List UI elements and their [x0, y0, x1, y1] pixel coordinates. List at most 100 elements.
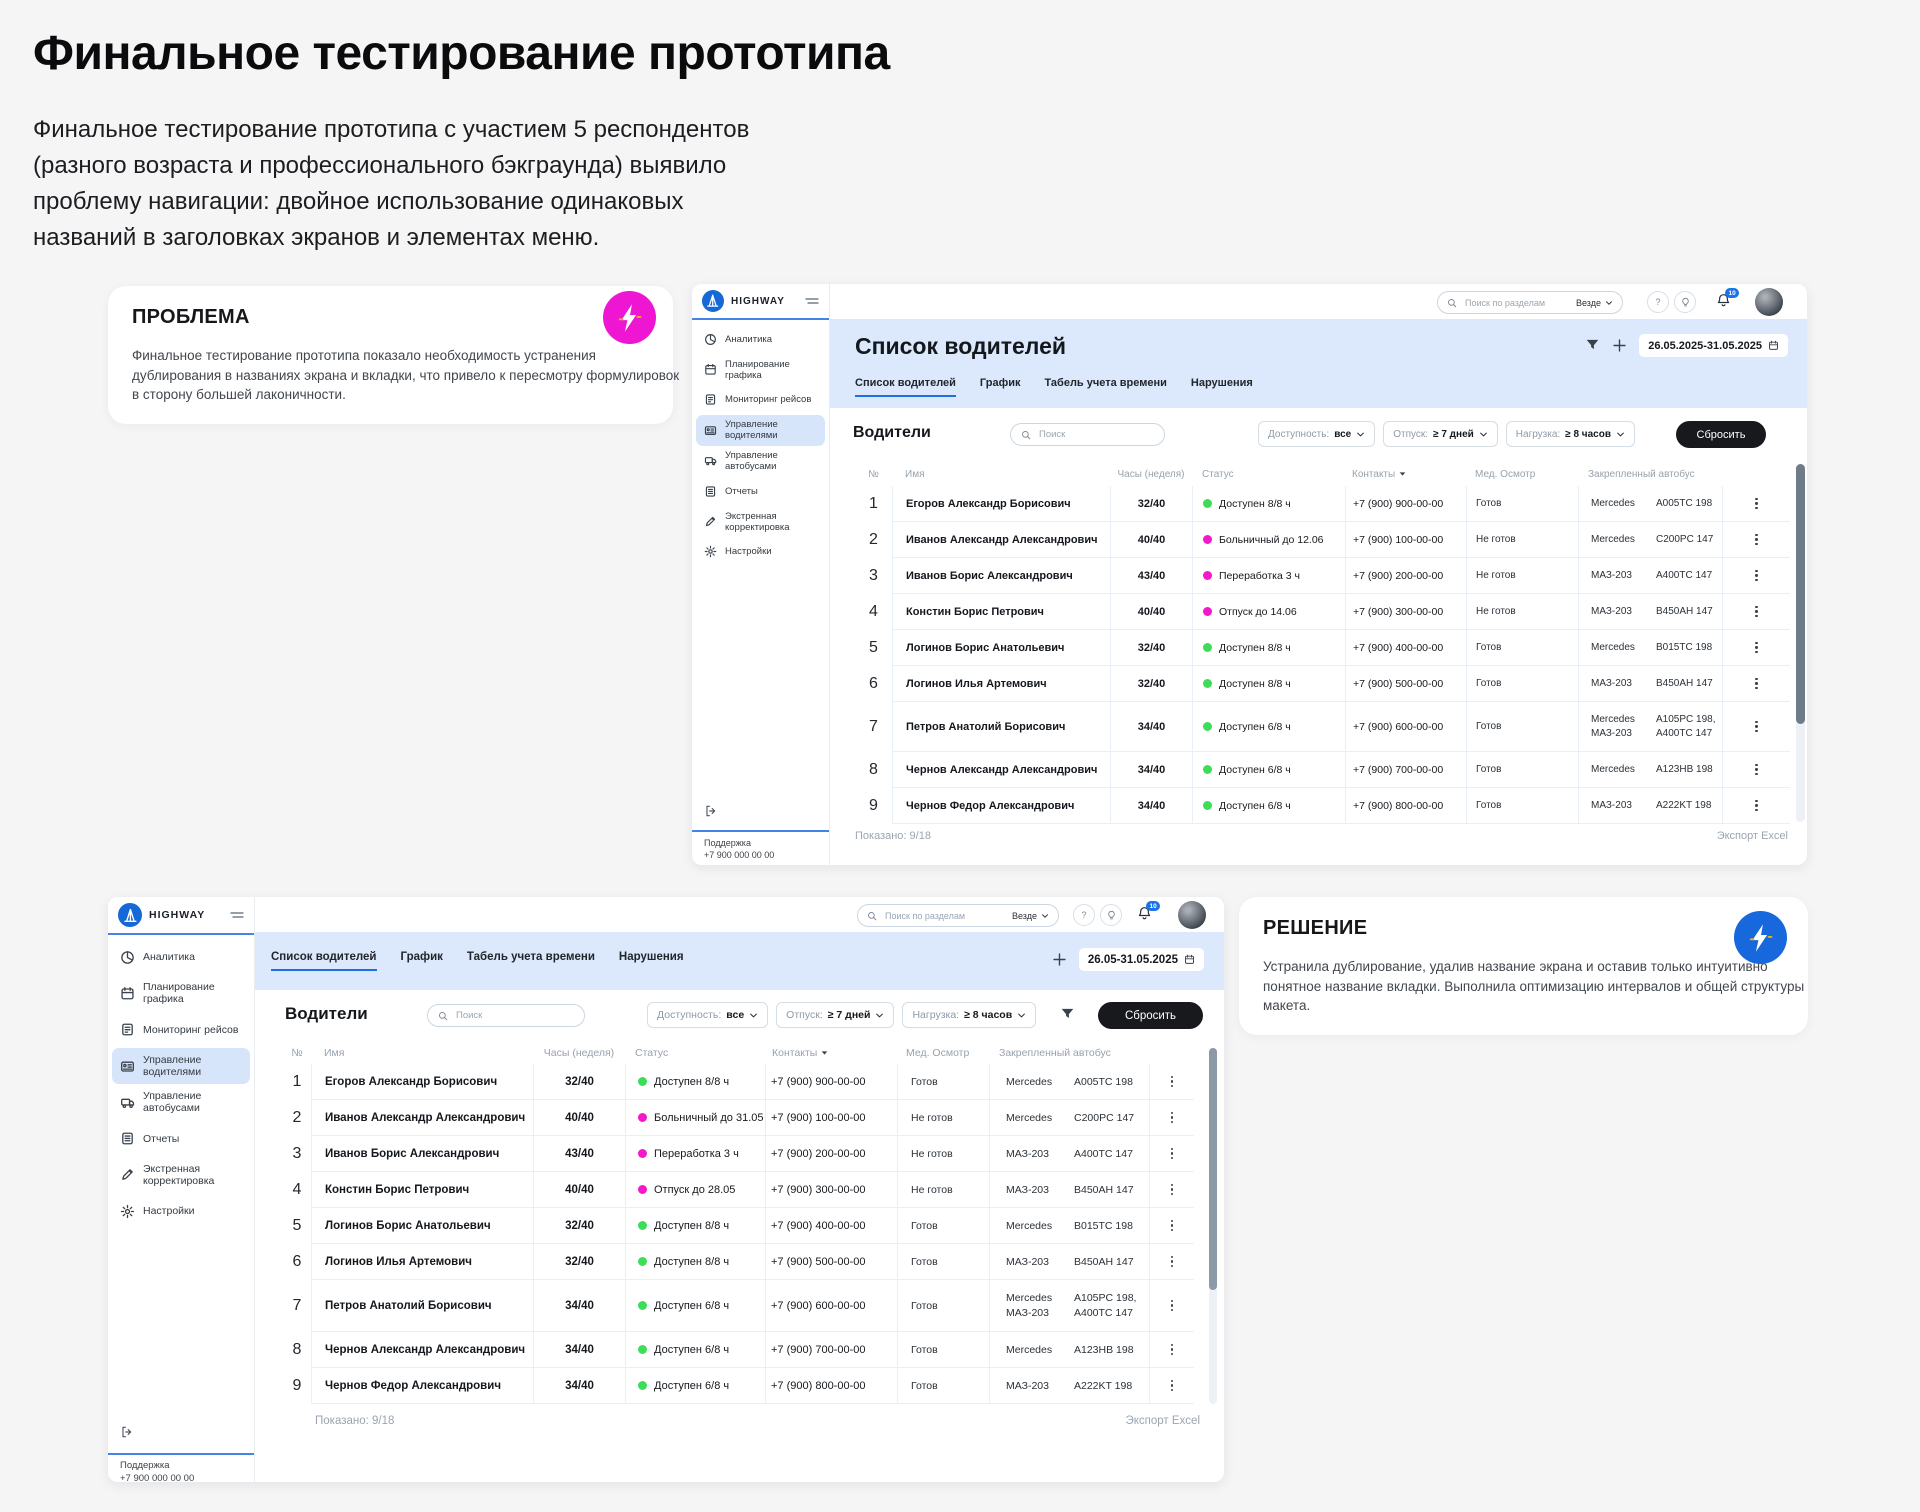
export-excel-link[interactable]: Экспорт Excel: [1125, 1415, 1200, 1427]
table-row[interactable]: 3 Иванов Борис Александрович 43/40 Перерабо…: [283, 1136, 1194, 1172]
row-actions[interactable]: [1722, 558, 1790, 594]
row-actions[interactable]: [1149, 1064, 1194, 1100]
filter-pill-3[interactable]: Нагрузка: ≥ 8 часов: [902, 1002, 1037, 1028]
tips-button[interactable]: [1100, 904, 1122, 926]
sidebar-item-6[interactable]: Отчеты: [108, 1120, 254, 1156]
row-actions[interactable]: [1149, 1280, 1194, 1332]
kebab-menu-icon[interactable]: [1167, 1180, 1177, 1200]
kebab-menu-icon[interactable]: [1751, 638, 1761, 658]
table-search[interactable]: [1010, 423, 1165, 446]
row-actions[interactable]: [1722, 630, 1790, 666]
user-avatar[interactable]: [1178, 901, 1206, 929]
notifications-button[interactable]: 10: [1716, 288, 1740, 308]
menu-collapse-icon[interactable]: [805, 296, 819, 306]
sidebar-item-6[interactable]: Отчеты: [692, 476, 829, 506]
sidebar-item-3[interactable]: Мониторинг рейсов: [692, 385, 829, 415]
sidebar-item-2[interactable]: Планирование графика: [692, 354, 829, 384]
table-row[interactable]: 5 Логинов Борис Анатольевич 32/40 Доступен …: [855, 630, 1790, 666]
column-header-5[interactable]: Контакты: [1345, 469, 1466, 480]
filter-pill-2[interactable]: Отпуск: ≥ 7 дней: [776, 1002, 895, 1028]
kebab-menu-icon[interactable]: [1751, 602, 1761, 622]
row-actions[interactable]: [1722, 788, 1790, 824]
reset-filters-button[interactable]: Сбросить: [1098, 1002, 1203, 1029]
tab-4[interactable]: Нарушения: [618, 951, 684, 963]
filter-pill-3[interactable]: Нагрузка: ≥ 8 часов: [1505, 421, 1635, 447]
table-row[interactable]: 6 Логинов Илья Артемович 32/40 Доступен 8/8…: [855, 666, 1790, 702]
date-range-picker[interactable]: 26.05-31.05.2025: [1078, 948, 1204, 971]
kebab-menu-icon[interactable]: [1167, 1144, 1177, 1164]
row-actions[interactable]: [1722, 752, 1790, 788]
tab-3[interactable]: Табель учета времени: [1044, 377, 1167, 389]
table-row[interactable]: 7 Петров Анатолий Борисович 34/40 Доступен …: [855, 702, 1790, 752]
table-row[interactable]: 4 Констин Борис Петрович 40/40 Отпуск до 28…: [283, 1172, 1194, 1208]
logout-icon[interactable]: [120, 1425, 134, 1439]
row-actions[interactable]: [1149, 1100, 1194, 1136]
table-row[interactable]: 2 Иванов Александр Александрович 40/40 Боль…: [283, 1100, 1194, 1136]
sidebar-item-4[interactable]: Управление водителями: [696, 415, 825, 446]
sidebar-item-1[interactable]: Аналитика: [108, 939, 254, 975]
date-range-picker[interactable]: 26.05.2025-31.05.2025: [1639, 334, 1788, 357]
reset-filters-button[interactable]: Сбросить: [1676, 421, 1766, 448]
filter-funnel-icon[interactable]: [1060, 1007, 1075, 1022]
help-button[interactable]: ?: [1073, 904, 1095, 926]
table-row[interactable]: 9 Чернов Федор Александрович 34/40 Доступен…: [283, 1368, 1194, 1404]
table-scrollbar[interactable]: [1796, 464, 1805, 822]
filter-funnel-icon[interactable]: [1585, 338, 1600, 353]
global-search[interactable]: Везде: [857, 904, 1059, 927]
column-header-5[interactable]: Контакты: [765, 1047, 897, 1059]
row-actions[interactable]: [1722, 486, 1790, 522]
tab-3[interactable]: Табель учета времени: [466, 951, 595, 963]
kebab-menu-icon[interactable]: [1751, 674, 1761, 694]
table-search-input[interactable]: [1037, 428, 1154, 441]
table-row[interactable]: 2 Иванов Александр Александрович 40/40 Боль…: [855, 522, 1790, 558]
tab-4[interactable]: Нарушения: [1190, 377, 1253, 389]
sidebar-item-1[interactable]: Аналитика: [692, 324, 829, 354]
tips-button[interactable]: [1674, 291, 1696, 313]
kebab-menu-icon[interactable]: [1167, 1108, 1177, 1128]
sidebar-item-8[interactable]: Настройки: [692, 537, 829, 567]
table-row[interactable]: 7 Петров Анатолий Борисович 34/40 Доступен …: [283, 1280, 1194, 1332]
table-search[interactable]: [427, 1004, 585, 1027]
sidebar-item-7[interactable]: Экстренная корректировка: [108, 1157, 254, 1193]
sidebar-item-7[interactable]: Экстренная корректировка: [692, 506, 829, 536]
kebab-menu-icon[interactable]: [1751, 760, 1761, 780]
global-search-input[interactable]: [883, 909, 1006, 922]
sidebar-item-5[interactable]: Управление автобусами: [692, 446, 829, 476]
row-actions[interactable]: [1722, 702, 1790, 752]
row-actions[interactable]: [1722, 594, 1790, 630]
row-actions[interactable]: [1149, 1208, 1194, 1244]
kebab-menu-icon[interactable]: [1167, 1072, 1177, 1092]
kebab-menu-icon[interactable]: [1167, 1296, 1177, 1316]
row-actions[interactable]: [1149, 1368, 1194, 1404]
kebab-menu-icon[interactable]: [1167, 1252, 1177, 1272]
row-actions[interactable]: [1722, 666, 1790, 702]
table-row[interactable]: 5 Логинов Борис Анатольевич 32/40 Доступен …: [283, 1208, 1194, 1244]
table-row[interactable]: 1 Егоров Александр Борисович 32/40 Доступен…: [855, 486, 1790, 522]
tab-1[interactable]: Список водителей: [855, 377, 956, 397]
kebab-menu-icon[interactable]: [1751, 494, 1761, 514]
kebab-menu-icon[interactable]: [1751, 796, 1761, 816]
row-actions[interactable]: [1149, 1136, 1194, 1172]
table-row[interactable]: 6 Логинов Илья Артемович 32/40 Доступен 8/8…: [283, 1244, 1194, 1280]
kebab-menu-icon[interactable]: [1751, 530, 1761, 550]
table-row[interactable]: 4 Констин Борис Петрович 40/40 Отпуск до 14…: [855, 594, 1790, 630]
sidebar-item-5[interactable]: Управление автобусами: [108, 1084, 254, 1120]
filter-pill-2[interactable]: Отпуск: ≥ 7 дней: [1383, 421, 1498, 447]
global-search[interactable]: Везде: [1437, 291, 1623, 314]
search-scope-select[interactable]: Везде: [1012, 911, 1049, 921]
table-row[interactable]: 1 Егоров Александр Борисович 32/40 Доступен…: [283, 1064, 1194, 1100]
kebab-menu-icon[interactable]: [1167, 1376, 1177, 1396]
scrollbar-thumb[interactable]: [1796, 464, 1805, 724]
add-icon[interactable]: [1052, 952, 1067, 967]
table-row[interactable]: 9 Чернов Федор Александрович 34/40 Доступен…: [855, 788, 1790, 824]
row-actions[interactable]: [1149, 1244, 1194, 1280]
filter-pill-1[interactable]: Доступность: все: [647, 1002, 769, 1028]
filter-pill-1[interactable]: Доступность: все: [1258, 421, 1376, 447]
search-scope-select[interactable]: Везде: [1576, 298, 1613, 308]
row-actions[interactable]: [1149, 1332, 1194, 1368]
tab-1[interactable]: Список водителей: [271, 951, 377, 971]
row-actions[interactable]: [1149, 1172, 1194, 1208]
sidebar-item-2[interactable]: Планирование графика: [108, 975, 254, 1011]
sidebar-item-4[interactable]: Управление водителями: [112, 1047, 250, 1085]
table-row[interactable]: 8 Чернов Александр Александрович 34/40 Дост…: [855, 752, 1790, 788]
